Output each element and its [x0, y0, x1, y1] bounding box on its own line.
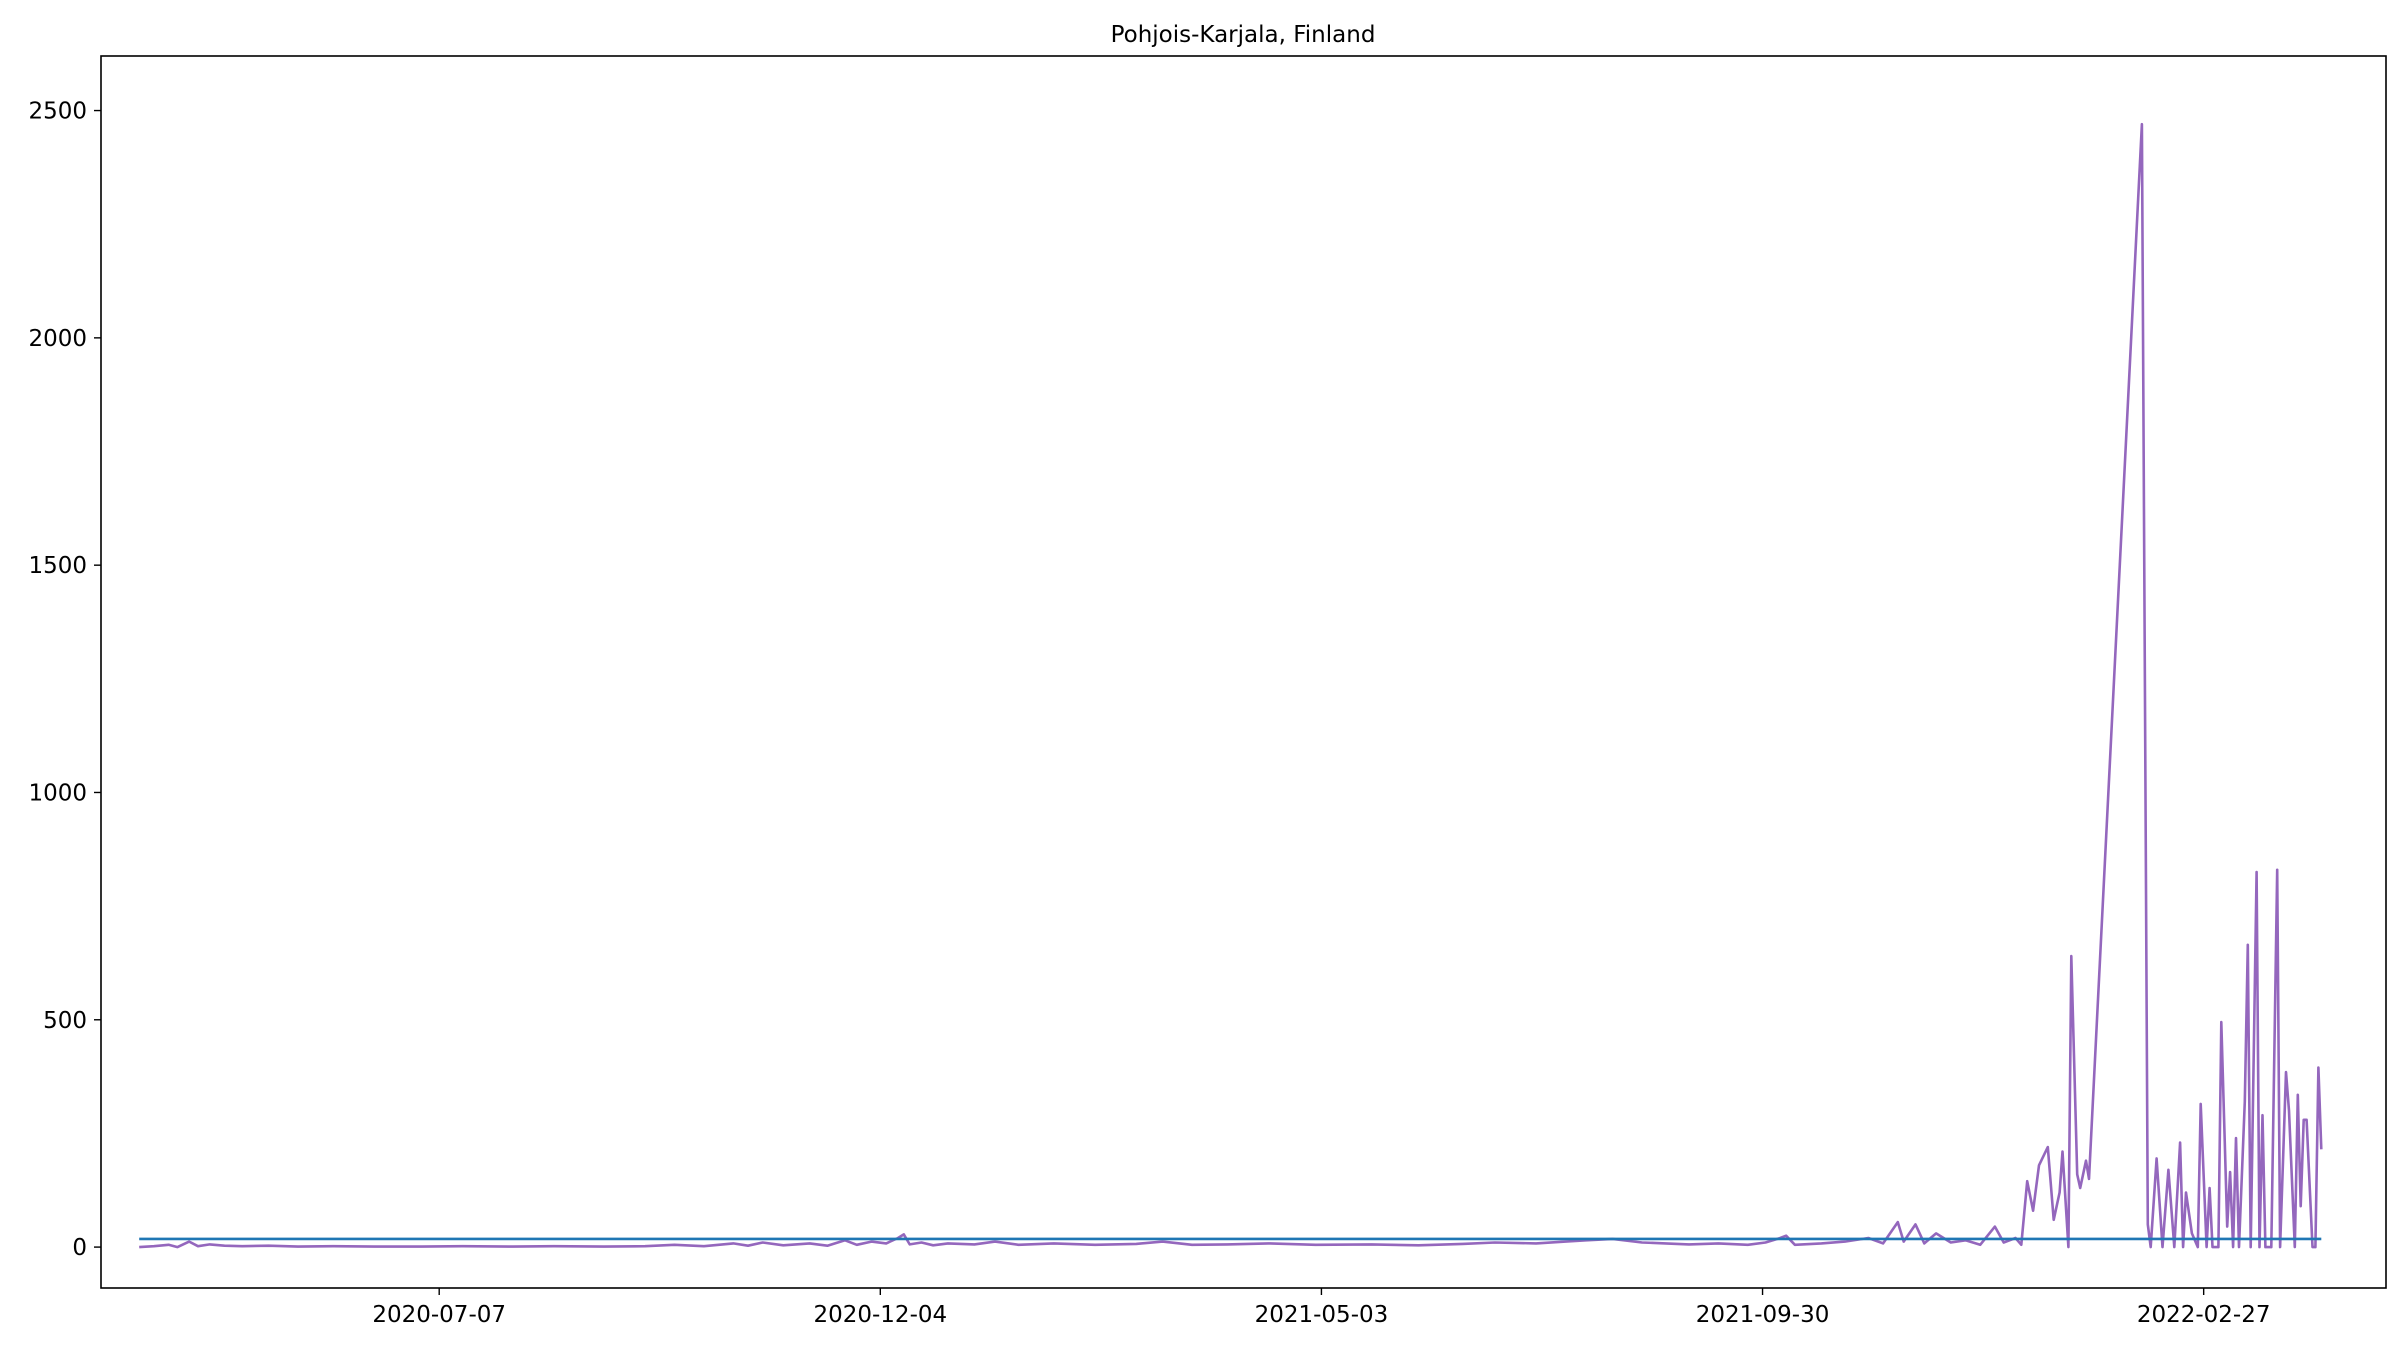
y-tick-label: 0	[72, 1235, 87, 1261]
x-tick-label: 2022-02-27	[2137, 1302, 2271, 1328]
y-tick-label: 2500	[28, 99, 87, 125]
y-tick-label: 2000	[28, 326, 87, 352]
y-tick-label: 1000	[28, 780, 87, 806]
plot-frame	[100, 55, 2387, 1289]
series-layer	[139, 122, 2323, 1249]
x-tick-label: 2020-12-04	[813, 1302, 947, 1328]
x-tick-label: 2021-05-03	[1255, 1302, 1389, 1328]
y-tick-label: 500	[43, 1008, 87, 1034]
y-axis: 0 500 1000 1500 2000 2500	[28, 99, 101, 1261]
x-tick-label: 2020-07-07	[372, 1302, 506, 1328]
y-tick-label: 1500	[28, 553, 87, 579]
series-line-0	[139, 122, 2323, 1249]
x-axis: 2020-07-07 2020-12-04 2021-05-03 2021-09-30…	[372, 1288, 2271, 1328]
chart-title: Pohjois-Karjala, Finland	[1111, 22, 1376, 48]
x-tick-label: 2021-09-30	[1696, 1302, 1830, 1328]
